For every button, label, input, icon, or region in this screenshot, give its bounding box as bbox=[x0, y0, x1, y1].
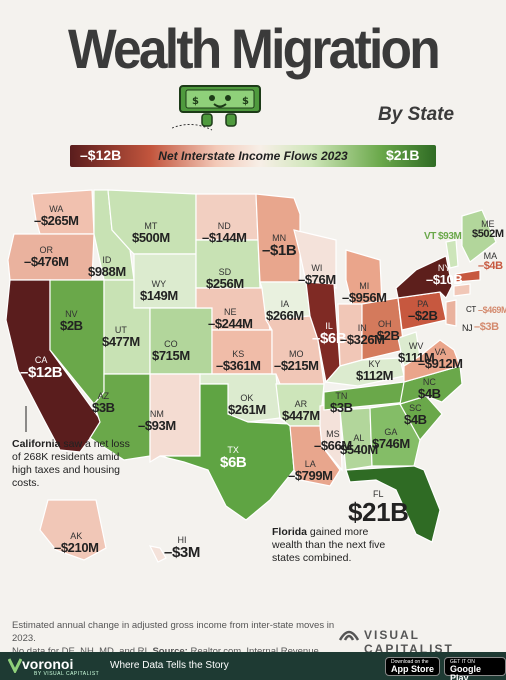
state-label: CA –$12B bbox=[20, 355, 63, 382]
state-shape-tx bbox=[159, 383, 295, 521]
state-shape-ga bbox=[369, 403, 421, 467]
state-label: GA $746M bbox=[372, 427, 410, 452]
legend-title: Net Interstate Income Flows 2023 bbox=[158, 149, 348, 163]
money-mascot-icon: $ $ bbox=[172, 85, 261, 131]
state-label: IN –$326M bbox=[340, 323, 385, 348]
state-label: MO –$215M bbox=[274, 349, 319, 374]
subtitle: By State bbox=[378, 104, 455, 125]
state-label: IL –$6B bbox=[312, 321, 347, 348]
state-label: VT bbox=[424, 231, 436, 242]
state-label: CO $715M bbox=[152, 339, 190, 364]
legend-min-label: –$12B bbox=[80, 147, 122, 163]
us-state-map bbox=[5, 189, 497, 563]
state-label: UT $477M bbox=[102, 325, 140, 350]
state-label: KS –$361M bbox=[216, 349, 261, 374]
state-label: MI –$956M bbox=[342, 281, 387, 306]
state-label: TX $6B bbox=[220, 445, 247, 472]
svg-text:$: $ bbox=[242, 96, 249, 107]
app-store-button[interactable]: Download on the App Store bbox=[385, 657, 441, 676]
california-annotation: California saw a net loss of 268K reside… bbox=[12, 438, 130, 490]
state-shape-ny bbox=[395, 255, 453, 300]
state-shape-ct bbox=[453, 283, 471, 297]
state-label: LA –$799M bbox=[288, 459, 333, 484]
state-shape-ma bbox=[455, 269, 481, 283]
legend-max-label: $21B bbox=[386, 147, 420, 163]
footer-tagline: Where Data Tells the Story bbox=[110, 660, 229, 671]
state-label: NJ bbox=[462, 323, 473, 333]
state-label: NC $4B bbox=[418, 377, 441, 402]
state-label: ND –$144M bbox=[202, 221, 247, 246]
state-shape-hi bbox=[148, 545, 167, 563]
visual-capitalist-logo-icon bbox=[338, 630, 360, 641]
state-label: WA –$265M bbox=[34, 204, 79, 229]
state-label: PA –$2B bbox=[408, 299, 438, 324]
state-label: FL $21B bbox=[348, 489, 409, 528]
state-label: KY $112M bbox=[356, 359, 394, 384]
state-label: WI –$76M bbox=[298, 263, 336, 288]
state-label: –$469M bbox=[478, 305, 506, 315]
state-shape-ky bbox=[324, 357, 405, 387]
state-label: OK $261M bbox=[228, 393, 266, 418]
state-label: AL $540M bbox=[340, 433, 378, 458]
state-label: IA $266M bbox=[266, 299, 304, 324]
state-label: WV $111M bbox=[398, 341, 435, 366]
state-label: ID $988M bbox=[88, 255, 126, 280]
state-label: NM –$93M bbox=[138, 409, 176, 434]
page-title: Wealth Migration bbox=[68, 17, 441, 80]
state-shape-vt bbox=[445, 239, 459, 269]
state-label: SC $4B bbox=[404, 403, 427, 428]
state-shape-me bbox=[461, 209, 497, 263]
state-label: OR –$476M bbox=[24, 245, 69, 270]
state-label: OH –$2B bbox=[370, 319, 400, 344]
state-label: –$3B bbox=[474, 321, 499, 333]
florida-annotation: Florida gained more wealth than the next… bbox=[272, 526, 386, 565]
google-play-button[interactable]: GET IT ON Google Play bbox=[444, 657, 506, 680]
state-shape-fl bbox=[345, 465, 441, 543]
voronoi-logo-sub: BY VISUAL CAPITALIST bbox=[34, 671, 100, 677]
state-label: MS –$66M bbox=[314, 429, 352, 454]
state-label: HI –$3M bbox=[164, 535, 200, 562]
state-label: AR $447M bbox=[282, 399, 320, 424]
state-shape-nj bbox=[445, 299, 457, 327]
state-label: $93M bbox=[438, 231, 462, 242]
state-label: MN –$1B bbox=[262, 233, 297, 260]
state-label: AZ $3B bbox=[92, 391, 115, 416]
state-label: NE –$244M bbox=[208, 307, 253, 332]
state-label: TN $3B bbox=[330, 391, 353, 416]
state-label: AK –$210M bbox=[54, 531, 99, 556]
state-label: MA –$4B bbox=[478, 251, 503, 273]
state-shape-va bbox=[403, 339, 461, 383]
state-label: NY –$10B bbox=[426, 263, 463, 288]
voronoi-logo: voronoi bbox=[22, 656, 74, 672]
state-label: NV $2B bbox=[60, 309, 83, 334]
state-label: MT $500M bbox=[132, 221, 170, 246]
state-shape-ak bbox=[39, 499, 107, 561]
state-label: SD $256M bbox=[206, 267, 244, 292]
voronoi-logo-icon bbox=[8, 658, 22, 673]
state-label: WY $149M bbox=[140, 279, 178, 304]
svg-text:$: $ bbox=[192, 96, 199, 107]
state-label: CT bbox=[466, 305, 476, 314]
color-legend-bar bbox=[70, 145, 436, 167]
state-label: ME $502M bbox=[472, 219, 504, 241]
state-label: VA –$912M bbox=[418, 347, 463, 372]
